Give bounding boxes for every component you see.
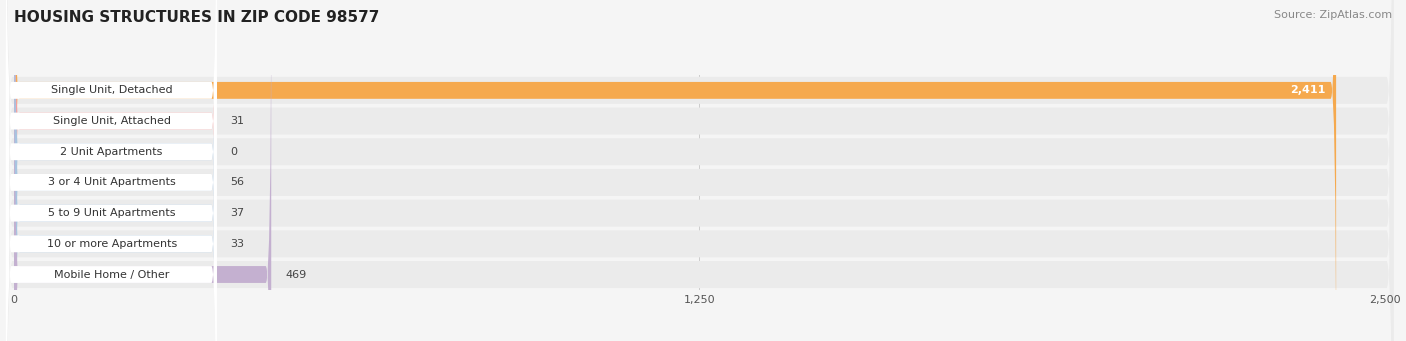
Text: 3 or 4 Unit Apartments: 3 or 4 Unit Apartments	[48, 177, 176, 188]
FancyBboxPatch shape	[6, 0, 1393, 341]
FancyBboxPatch shape	[6, 0, 1393, 341]
Text: 0: 0	[231, 147, 238, 157]
Text: 31: 31	[231, 116, 245, 126]
FancyBboxPatch shape	[6, 0, 1393, 341]
FancyBboxPatch shape	[14, 0, 271, 341]
Text: 56: 56	[231, 177, 245, 188]
FancyBboxPatch shape	[6, 0, 1393, 341]
FancyBboxPatch shape	[14, 0, 217, 341]
Text: HOUSING STRUCTURES IN ZIP CODE 98577: HOUSING STRUCTURES IN ZIP CODE 98577	[14, 10, 380, 25]
Text: Source: ZipAtlas.com: Source: ZipAtlas.com	[1274, 10, 1392, 20]
FancyBboxPatch shape	[6, 0, 217, 341]
FancyBboxPatch shape	[6, 0, 1393, 341]
FancyBboxPatch shape	[6, 0, 217, 341]
FancyBboxPatch shape	[6, 0, 217, 341]
FancyBboxPatch shape	[14, 0, 217, 341]
FancyBboxPatch shape	[14, 0, 217, 341]
Text: Single Unit, Attached: Single Unit, Attached	[52, 116, 170, 126]
FancyBboxPatch shape	[14, 0, 217, 341]
FancyBboxPatch shape	[6, 0, 217, 341]
Text: 37: 37	[231, 208, 245, 218]
Text: Mobile Home / Other: Mobile Home / Other	[53, 269, 169, 280]
FancyBboxPatch shape	[14, 0, 1336, 341]
Text: 5 to 9 Unit Apartments: 5 to 9 Unit Apartments	[48, 208, 176, 218]
FancyBboxPatch shape	[6, 0, 1393, 341]
FancyBboxPatch shape	[6, 0, 217, 341]
Text: 33: 33	[231, 239, 245, 249]
Text: 469: 469	[285, 269, 307, 280]
Text: 10 or more Apartments: 10 or more Apartments	[46, 239, 177, 249]
FancyBboxPatch shape	[14, 0, 217, 341]
FancyBboxPatch shape	[6, 0, 1393, 341]
Text: Single Unit, Detached: Single Unit, Detached	[51, 85, 173, 95]
Text: 2 Unit Apartments: 2 Unit Apartments	[60, 147, 163, 157]
FancyBboxPatch shape	[6, 0, 217, 341]
FancyBboxPatch shape	[6, 0, 217, 341]
Text: 2,411: 2,411	[1289, 85, 1324, 95]
